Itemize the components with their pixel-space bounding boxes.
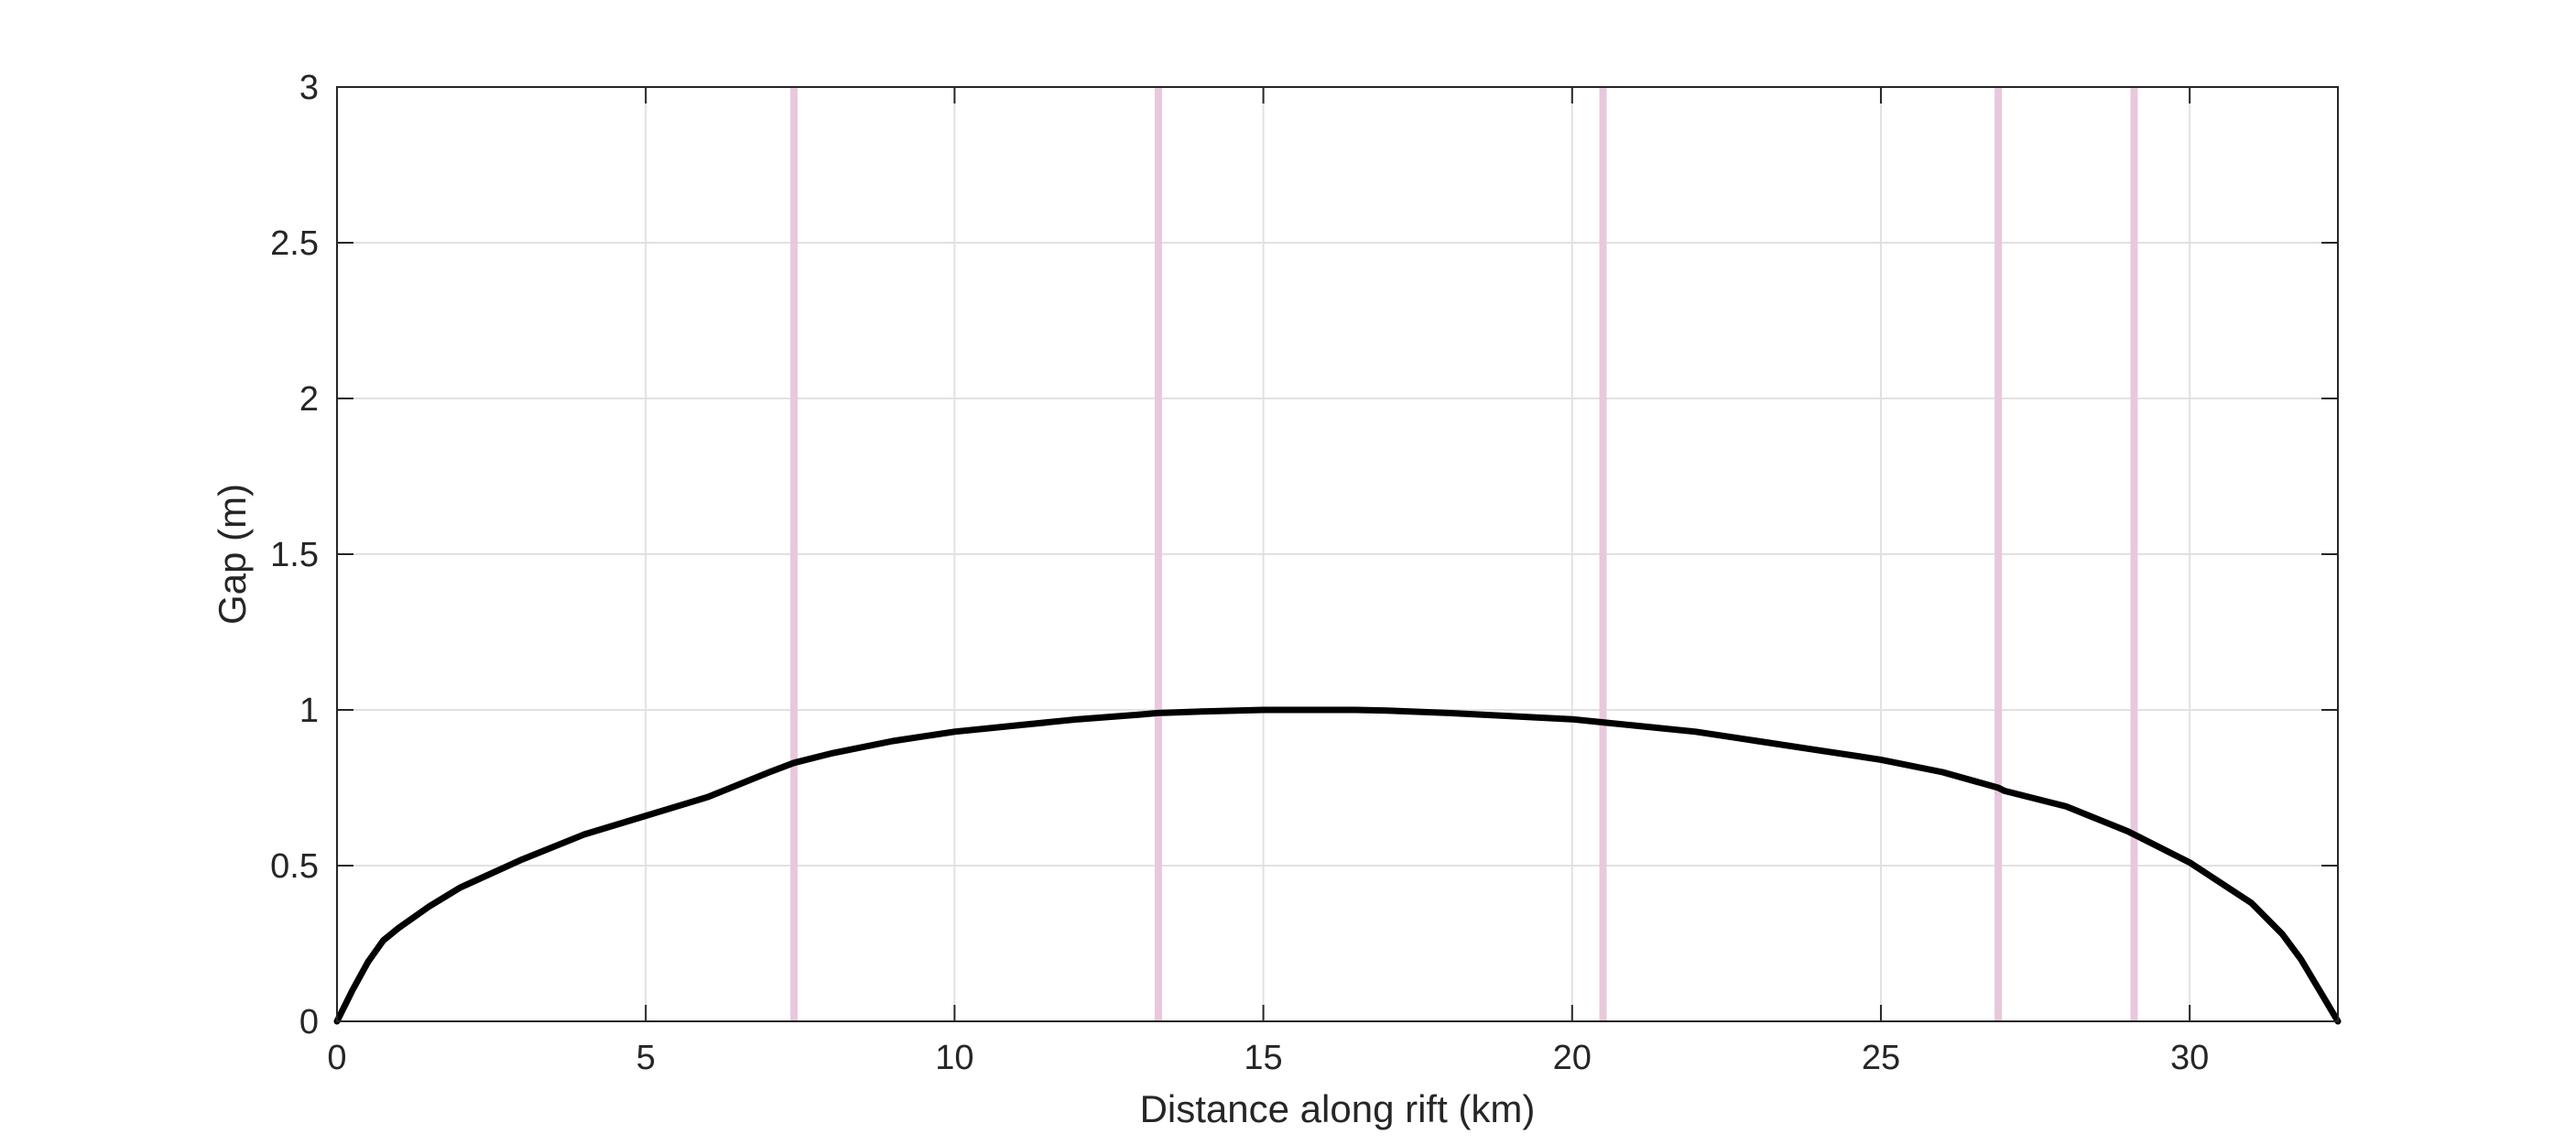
x-tick-label-2: 10 (935, 1039, 973, 1077)
y-axis-title: Gap (m) (211, 484, 254, 625)
y-tick-label-3: 1.5 (270, 536, 319, 574)
y-tick-label-6: 3 (299, 69, 319, 107)
y-tick-label-4: 2 (299, 380, 319, 419)
series-line-0 (333, 706, 2342, 1025)
x-tick-label-4: 20 (1553, 1039, 1592, 1077)
y-tick-label-0: 0 (299, 1003, 319, 1041)
x-axis-title: Distance along rift (km) (1140, 1087, 1536, 1130)
y-tick-label-2: 1 (299, 692, 319, 730)
x-tick-label-5: 25 (1862, 1039, 1900, 1077)
x-tick-label-1: 5 (636, 1039, 656, 1077)
x-tick-label-0: 0 (327, 1039, 346, 1077)
x-tick-label-6: 30 (2170, 1039, 2209, 1077)
y-tick-label-1: 0.5 (270, 847, 319, 886)
x-tick-label-3: 15 (1244, 1039, 1282, 1077)
y-tick-label-5: 2.5 (270, 224, 319, 263)
